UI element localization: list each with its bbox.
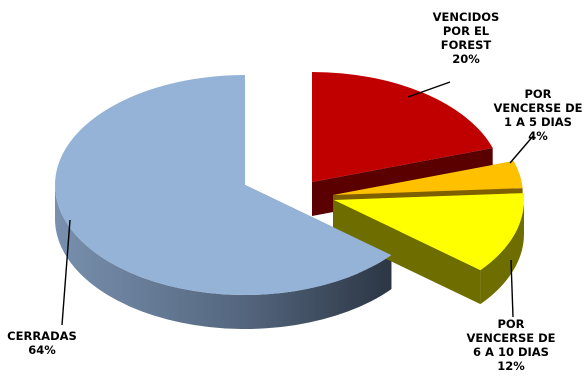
- leader-line-0: [407, 81, 451, 98]
- leader-line-2: [510, 259, 514, 318]
- leader-line-1: [509, 134, 535, 164]
- slice-wall-2-1: [334, 200, 481, 305]
- pie-slice-1: [333, 161, 523, 195]
- slice-tops: [55, 72, 524, 296]
- slice-label-3: CERRADAS 64%: [7, 329, 77, 357]
- leader-lines: [61, 81, 535, 326]
- slice-label-2: POR VENCERSE DE 6 A 10 DIAS 12%: [466, 317, 555, 373]
- slice-rim-3-0: [54, 185, 392, 330]
- pie-slice-0: [312, 72, 493, 182]
- slice-labels: VENCIDOS POR EL FOREST 20% POR VENCERSE DE 1 A…: [7, 10, 583, 373]
- slice-label-1: POR VENCERSE DE 1 A 5 DIAS 4%: [493, 87, 582, 143]
- leader-line-3: [61, 219, 71, 326]
- slice-rim-2-0: [480, 200, 524, 305]
- pie-slice-2: [334, 193, 524, 271]
- slice-label-0: VENCIDOS POR EL FOREST 20%: [433, 10, 500, 66]
- pie-slice-3: [55, 75, 392, 296]
